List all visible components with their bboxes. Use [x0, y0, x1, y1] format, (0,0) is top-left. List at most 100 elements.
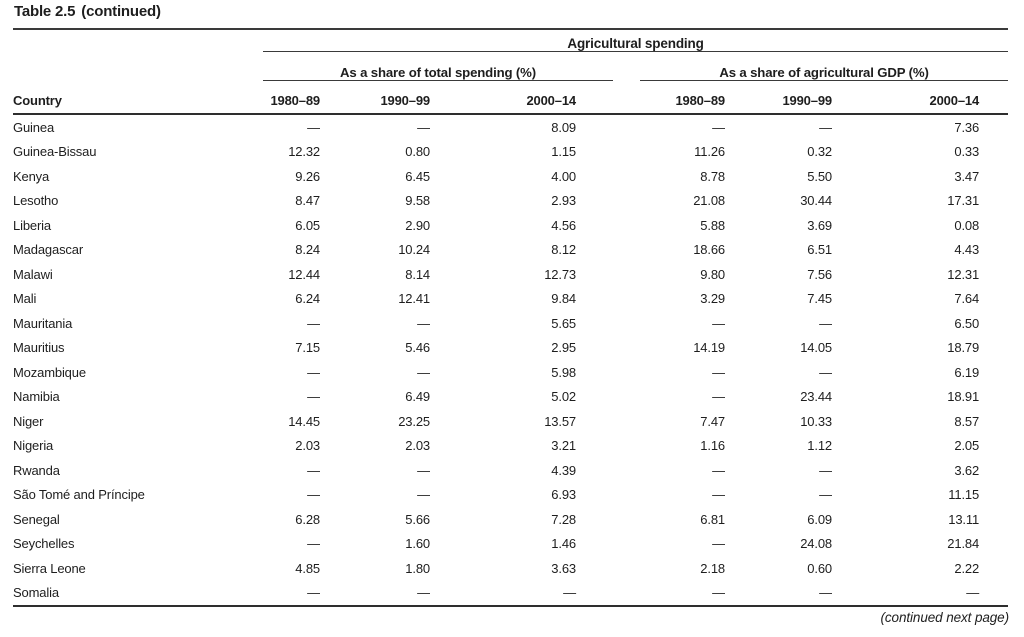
value-1980-89-total: 6.28 [295, 511, 320, 527]
value-2000-14-gdp: 21.84 [947, 536, 980, 552]
value-1980-89-gdp: — [712, 315, 725, 331]
value-2000-14-total: 5.98 [551, 364, 576, 380]
gap-cell [613, 213, 640, 238]
country-cell: São Tomé and Príncipe [13, 487, 145, 503]
gap-cell [613, 434, 640, 459]
value-1990-99-total: 23.25 [398, 413, 430, 429]
table-title-number: Table 2.5 [14, 3, 76, 20]
column-header-1980-89-total: 1980–89 [263, 80, 320, 115]
value-1980-89-gdp: 21.08 [693, 193, 725, 209]
table-row: Mauritius 7.15 5.46 2.95 14.19 14.05 18.… [13, 336, 1008, 361]
value-1990-99-total: — [417, 315, 430, 331]
value-1980-89-gdp: — [712, 536, 725, 552]
group-header-total-spending: As a share of total spending (%) [263, 51, 613, 81]
agricultural-spending-table: Agricultural spending As a share of tota… [13, 28, 1009, 607]
value-1980-89-total: — [307, 487, 320, 503]
spanner-row: Agricultural spending [13, 29, 1009, 52]
value-2000-14-total: 5.02 [551, 389, 576, 405]
value-2000-14-total: — [430, 580, 613, 607]
value-1990-99-total: 1.60 [405, 536, 430, 552]
value-2000-14-total: 4.56 [551, 217, 576, 233]
value-1980-89-total: — [307, 119, 320, 135]
value-2000-14-total: 1.46 [551, 536, 576, 552]
table-row: São Tomé and Príncipe — — 6.93 — — 11.15 [13, 483, 1008, 508]
value-1980-89-gdp: — [712, 364, 725, 380]
gap-cell [613, 164, 640, 189]
country-cell: Nigeria [13, 438, 54, 454]
value-1980-89-gdp: — [712, 462, 725, 478]
value-1980-89-gdp: — [712, 487, 725, 503]
country-cell: Seychelles [13, 536, 75, 552]
value-2000-14-total: 2.95 [551, 340, 576, 356]
value-2000-14-total: 13.57 [544, 413, 576, 429]
value-1980-89-gdp: 6.81 [700, 511, 725, 527]
country-cell: Sierra Leone [13, 560, 86, 576]
value-1980-89-total: 14.45 [288, 413, 320, 429]
value-2000-14-total: 12.73 [544, 266, 576, 282]
gap-cell [613, 409, 640, 434]
value-1990-99-gdp: 30.44 [800, 193, 832, 209]
table-row: Nigeria 2.03 2.03 3.21 1.16 1.12 2.05 [13, 434, 1008, 459]
value-1980-89-gdp: 11.26 [694, 144, 725, 160]
value-1980-89-gdp: 8.78 [700, 168, 725, 184]
value-1990-99-total: — [417, 487, 430, 503]
table-row: Malawi 12.44 8.14 12.73 9.80 7.56 12.31 [13, 262, 1008, 287]
country-cell: Kenya [13, 168, 50, 184]
table-row: Senegal 6.28 5.66 7.28 6.81 6.09 13.11 [13, 507, 1008, 532]
value-1980-89-gdp: 14.19 [693, 340, 725, 356]
table-row: Seychelles — 1.60 1.46 — 24.08 21.84 [13, 532, 1008, 557]
value-1980-89-total: 9.26 [295, 168, 320, 184]
value-1990-99-gdp: 6.09 [807, 511, 832, 527]
value-1990-99-total: 9.58 [405, 193, 430, 209]
value-1990-99-gdp: — [819, 462, 832, 478]
country-cell: Guinea-Bissau [13, 144, 97, 160]
spanner-spacer [13, 29, 263, 52]
country-cell: Madagascar [13, 242, 84, 258]
gap-cell [613, 580, 640, 607]
table-row: Lesotho 8.47 9.58 2.93 21.08 30.44 17.31 [13, 189, 1008, 214]
value-1990-99-total: — [417, 119, 430, 135]
value-2000-14-gdp: 0.33 [954, 144, 980, 160]
value-2000-14-gdp: 2.05 [954, 438, 980, 454]
country-cell: Niger [13, 413, 44, 429]
value-1990-99-gdp: — [819, 487, 832, 503]
table-row: Guinea-Bissau 12.32 0.80 1.15 11.26 0.32… [13, 140, 1008, 165]
table-row: Madagascar 8.24 10.24 8.12 18.66 6.51 4.… [13, 238, 1008, 263]
value-2000-14-gdp: — [832, 580, 1009, 607]
value-1980-89-total: 8.24 [295, 242, 320, 258]
country-cell: Liberia [13, 217, 51, 233]
value-2000-14-gdp: 11.15 [948, 487, 980, 503]
value-2000-14-gdp: 18.79 [947, 340, 980, 356]
value-2000-14-total: 4.00 [551, 168, 576, 184]
value-1990-99-total: 8.14 [405, 266, 430, 282]
country-cell: Mauritius [13, 340, 65, 356]
value-1990-99-gdp: 10.33 [800, 413, 832, 429]
value-1980-89-total: — [263, 580, 320, 607]
value-1990-99-total: 10.24 [398, 242, 430, 258]
table-row: Somalia — — — — — — [13, 580, 1009, 607]
gap-cell [613, 262, 640, 287]
table-row: Niger 14.45 23.25 13.57 7.47 10.33 8.57 [13, 409, 1008, 434]
value-2000-14-total: 3.21 [551, 438, 576, 454]
value-1980-89-gdp: — [640, 580, 725, 607]
value-1980-89-total: — [307, 389, 320, 405]
value-1990-99-gdp: — [725, 580, 832, 607]
value-1980-89-gdp: 5.88 [700, 217, 725, 233]
country-cell: Senegal [13, 511, 60, 527]
gap-cell [613, 507, 640, 532]
value-2000-14-gdp: 8.57 [954, 413, 980, 429]
gap-cell [613, 189, 640, 214]
table-title-continued: (continued) [81, 3, 161, 20]
value-2000-14-total: 4.39 [551, 462, 576, 478]
gap-cell [613, 114, 640, 140]
value-1990-99-gdp: 24.08 [800, 536, 832, 552]
group-gap [613, 52, 640, 81]
value-1990-99-gdp: 5.50 [807, 168, 832, 184]
country-cell: Rwanda [13, 462, 60, 478]
gap-cell [613, 140, 640, 165]
value-1980-89-gdp: 3.29 [700, 291, 725, 307]
value-1990-99-gdp: — [819, 315, 832, 331]
country-cell: Namibia [13, 389, 60, 405]
value-2000-14-total: 3.63 [551, 560, 576, 576]
